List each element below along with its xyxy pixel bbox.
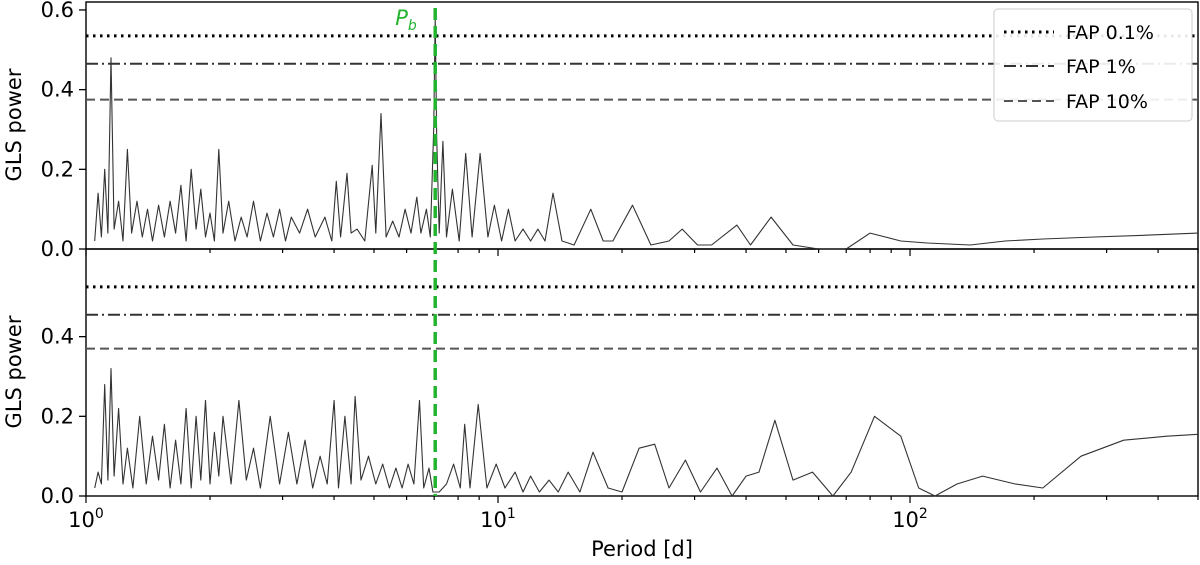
- y-tick-label-top-3: 0.6: [41, 0, 74, 22]
- x-tick-label-1: 101: [480, 506, 516, 532]
- panel-bottom-content: 0.0 0.2 0.4: [41, 285, 1199, 508]
- legend-box: [993, 8, 1193, 122]
- x-tick-label-base-2: 10: [892, 508, 919, 532]
- planet-period-label: Pb: [395, 6, 417, 34]
- x-tick-label-exp-1: 1: [507, 506, 516, 522]
- panel-bottom-frame: [85, 248, 1199, 497]
- x-tick-label-exp-0: 0: [95, 506, 104, 522]
- periodogram-series-bottom: [94, 367, 1199, 497]
- legend: FAP 0.1% FAP 1% FAP 10%: [993, 8, 1193, 122]
- y-tick-label-bottom-0: 0.0: [41, 484, 74, 508]
- x-tick-label-base-0: 10: [68, 508, 95, 532]
- periodogram-series-top: [94, 17, 1199, 250]
- y-tick-label-top-1: 0.2: [41, 157, 74, 181]
- x-tick-label-exp-2: 2: [919, 506, 928, 522]
- x-tick-label-2: 102: [892, 506, 928, 532]
- x-axis-label: Period [d]: [591, 537, 693, 561]
- y-tick-label-bottom-2: 0.4: [41, 325, 74, 349]
- x-tick-label-base-1: 10: [480, 508, 507, 532]
- y-axis-label-top: GLS power: [2, 68, 26, 181]
- x-tick-label-0: 100: [68, 506, 104, 532]
- planet-period-label-main: P: [395, 6, 408, 30]
- planet-period-label-sub: b: [408, 18, 417, 34]
- x-ticks: 100 101 102: [68, 249, 1199, 532]
- y-tick-label-top-0: 0.0: [41, 237, 74, 261]
- y-axis-label-bottom: GLS power: [2, 315, 26, 428]
- y-tick-label-top-2: 0.4: [41, 78, 74, 102]
- legend-label-fap-1: FAP 1%: [1066, 56, 1136, 78]
- legend-label-fap-0.1: FAP 0.1%: [1066, 22, 1154, 44]
- legend-label-fap-10: FAP 10%: [1066, 91, 1148, 113]
- y-tick-label-bottom-1: 0.2: [41, 404, 74, 428]
